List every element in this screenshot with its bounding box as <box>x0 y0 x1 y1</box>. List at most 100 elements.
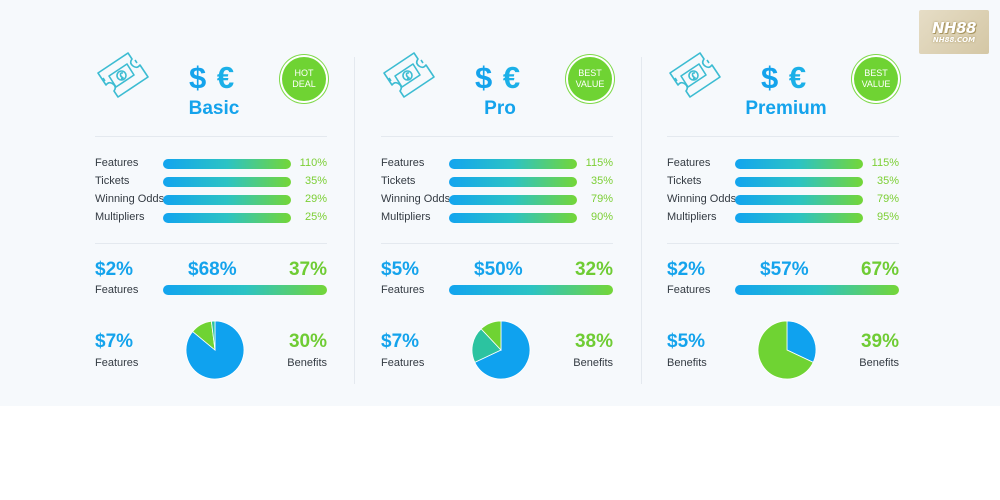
stat-right-label: Benefits <box>859 357 899 369</box>
pie-chart <box>757 320 817 380</box>
metric-row-winning-odds: Winning Odds 29% <box>95 193 327 207</box>
plan-name: Pro <box>484 98 516 119</box>
metric-bar <box>735 177 863 187</box>
stat-label: Features <box>667 284 711 296</box>
metric-value: 35% <box>590 175 613 187</box>
stat-right-value: 39% <box>860 331 899 352</box>
metric-label: Features <box>95 157 139 169</box>
metric-label: Tickets <box>95 175 130 187</box>
section-divider <box>381 136 613 137</box>
metric-row-multipliers: Multipliers 95% <box>667 211 899 225</box>
metric-row-features: Features 110% <box>95 157 327 171</box>
metric-label: Multipliers <box>381 211 431 223</box>
stat-left-label: Features <box>95 357 139 369</box>
column-divider <box>354 57 355 384</box>
stat-left-label: Features <box>381 357 425 369</box>
stat-right-value: 30% <box>288 331 327 352</box>
metric-label: Tickets <box>381 175 416 187</box>
stat-progress-bar <box>735 285 899 295</box>
pie-slice <box>480 320 502 352</box>
metric-bar <box>449 213 577 223</box>
plan-card-basic: $ € Basic HOT DEAL Features 110% Tickets… <box>95 0 327 400</box>
plan-card-premium: $ € Premium BEST VALUE Features 115% Tic… <box>667 0 899 400</box>
euro-symbol: € <box>788 60 808 95</box>
stat-left-value: $2% <box>667 259 706 280</box>
metric-value: 115% <box>871 157 899 169</box>
dollar-symbol: $ <box>189 60 208 95</box>
metric-value: 29% <box>304 193 327 205</box>
currency-symbols: $ € <box>475 60 535 100</box>
metric-value: 110% <box>299 157 327 169</box>
stat-label: Features <box>95 284 139 296</box>
stat-right-value: 67% <box>860 259 899 280</box>
euro-symbol: € <box>502 60 522 95</box>
metric-row-tickets: Tickets 35% <box>667 175 899 189</box>
section-divider <box>95 136 327 137</box>
stat-left-value: $7% <box>381 331 420 352</box>
metric-row-features: Features 115% <box>667 157 899 171</box>
metric-value: 90% <box>590 211 613 223</box>
metric-bar <box>735 213 863 223</box>
hot-deal-badge: HOT DEAL <box>282 57 326 101</box>
metric-bar <box>449 195 577 205</box>
metric-label: Winning Odds <box>95 193 165 205</box>
column-divider <box>641 57 642 384</box>
stat-right-label: Benefits <box>573 357 613 369</box>
stat-right-value: 37% <box>288 259 327 280</box>
metric-bar <box>163 177 291 187</box>
metric-row-winning-odds: Winning Odds 79% <box>667 193 899 207</box>
metric-label: Multipliers <box>667 211 717 223</box>
pie-slice <box>210 320 216 351</box>
metric-label: Multipliers <box>95 211 145 223</box>
stat-progress-bar <box>449 285 613 295</box>
dollar-symbol: $ <box>475 60 494 95</box>
pie-chart <box>471 320 531 380</box>
pie-slice <box>471 328 502 363</box>
currency-symbols: $ € <box>761 60 821 100</box>
best-value-badge: BEST VALUE <box>854 57 898 101</box>
brand-logo[interactable]: NH88 NH88.COM <box>919 10 989 54</box>
metric-label: Features <box>381 157 425 169</box>
stat-left-value: $2% <box>95 259 134 280</box>
section-divider <box>667 136 899 137</box>
stat-middle-value: $57% <box>760 259 809 280</box>
pie-slice <box>786 320 817 363</box>
metric-label: Winning Odds <box>667 193 737 205</box>
dollar-symbol: $ <box>761 60 780 95</box>
stat-left-label: Benefits <box>667 357 707 369</box>
metric-label: Winning Odds <box>381 193 451 205</box>
metric-value: 35% <box>304 175 327 187</box>
stat-label: Features <box>381 284 425 296</box>
pie-chart <box>185 320 245 380</box>
plan-name: Premium <box>745 98 827 119</box>
metric-bar <box>163 195 291 205</box>
metric-row-winning-odds: Winning Odds 79% <box>381 193 613 207</box>
section-divider <box>381 243 613 244</box>
metric-bar <box>735 159 863 169</box>
metric-value: 115% <box>585 157 613 169</box>
stat-right-value: 38% <box>574 331 613 352</box>
brand-logo-domain: NH88.COM <box>932 36 976 44</box>
plan-card-pro: $ € Pro BEST VALUE Features 115% Tickets… <box>381 0 613 400</box>
metric-bar <box>163 213 291 223</box>
section-divider <box>667 243 899 244</box>
metric-value: 95% <box>876 211 899 223</box>
stat-right-value: 32% <box>574 259 613 280</box>
best-value-badge: BEST VALUE <box>568 57 612 101</box>
metric-label: Tickets <box>667 175 702 187</box>
ticket-icon <box>97 52 149 98</box>
section-divider <box>95 243 327 244</box>
metric-value: 25% <box>304 211 327 223</box>
stat-middle-value: $50% <box>474 259 523 280</box>
metric-row-multipliers: Multipliers 90% <box>381 211 613 225</box>
stat-right-label: Benefits <box>287 357 327 369</box>
brand-logo-wordmark: NH88 <box>932 19 976 37</box>
metric-bar <box>735 195 863 205</box>
metric-row-tickets: Tickets 35% <box>381 175 613 189</box>
pie-slice <box>474 320 531 380</box>
metric-row-features: Features 115% <box>381 157 613 171</box>
ticket-icon <box>669 52 721 98</box>
stat-progress-bar <box>163 285 327 295</box>
metric-value: 79% <box>876 193 899 205</box>
metric-label: Features <box>667 157 711 169</box>
